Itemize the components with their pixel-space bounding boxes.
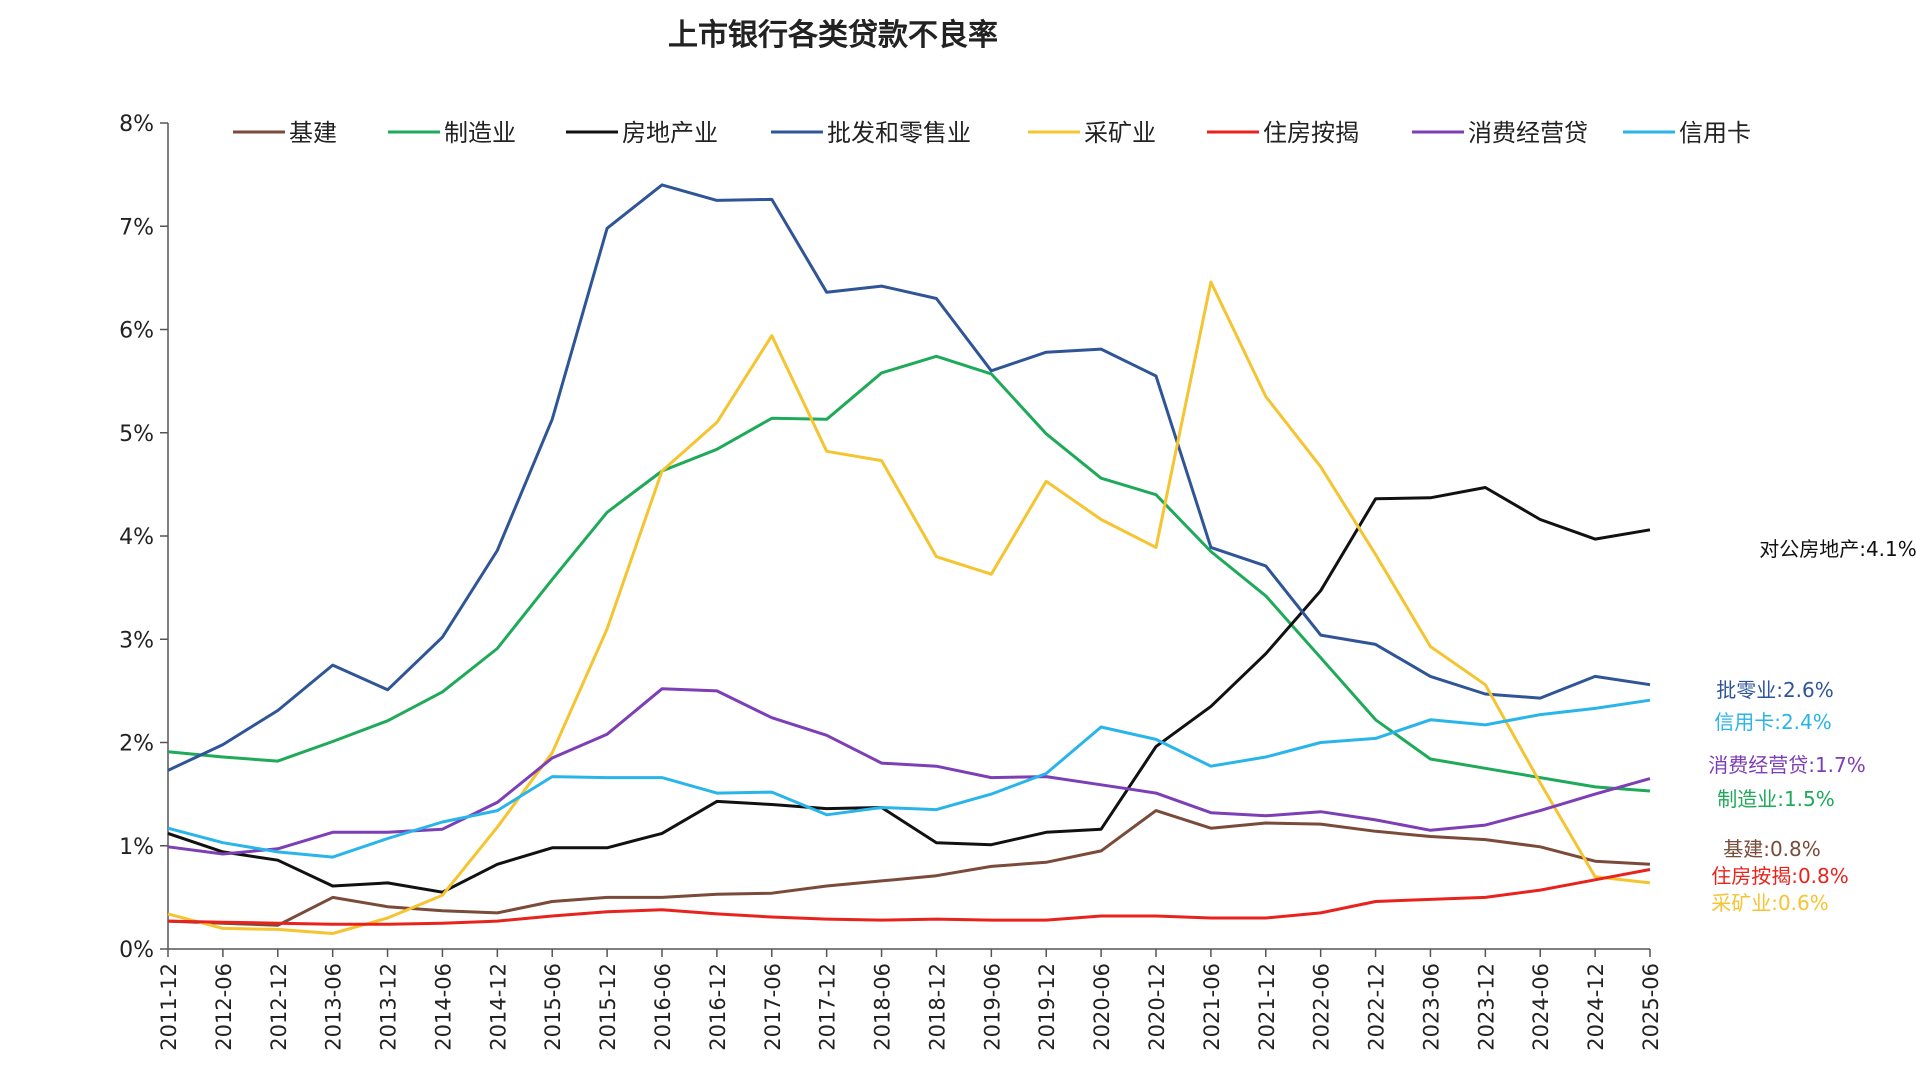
x-tick-label: 2017-06 [761,963,785,1051]
x-tick-label: 2021-06 [1200,963,1224,1051]
x-tick-label: 2015-12 [596,963,620,1051]
legend-item: 基建 [233,119,337,147]
legend-label: 批发和零售业 [827,119,971,147]
series-line [167,354,1651,793]
legend-item: 房地产业 [566,119,718,147]
x-tick-label: 2017-12 [816,963,840,1051]
x-tick-label: 2019-12 [1035,963,1059,1051]
legend-label: 消费经营贷 [1468,119,1588,147]
legend-label: 基建 [289,119,337,147]
x-tick-label: 2018-06 [871,963,895,1051]
series-line [167,809,1651,927]
legend-item: 批发和零售业 [771,119,971,147]
chart-title: 上市银行各类贷款不良率 [668,18,998,53]
x-tick-label: 2020-12 [1145,963,1169,1051]
x-tick-label: 2023-06 [1419,963,1443,1051]
y-tick-label: 7% [119,215,154,240]
legend-label: 制造业 [444,119,516,147]
legend-label: 信用卡 [1679,119,1751,147]
series-layer [167,183,1651,935]
x-tick-label: 2024-12 [1584,963,1608,1051]
y-tick-label: 2% [119,732,154,757]
y-tick-label: 4% [119,525,154,550]
series-line [167,868,1651,926]
y-tick-label: 3% [119,628,154,653]
x-tick-label: 2024-06 [1529,963,1553,1051]
y-tick-label: 0% [119,938,154,963]
x-tick-label: 2011-12 [157,963,181,1051]
x-tick-label: 2013-06 [322,963,346,1051]
series-line [167,183,1651,772]
x-tick-label: 2022-12 [1365,963,1389,1051]
legend-label: 房地产业 [622,119,718,147]
legend-item: 制造业 [388,119,516,147]
x-tick-label: 2016-12 [706,963,730,1051]
x-tick-label: 2012-12 [267,963,291,1051]
series-end-label: 批零业:2.6% [1716,678,1834,702]
legend-item: 消费经营贷 [1412,119,1588,147]
y-tick-label: 1% [119,835,154,860]
series-end-label: 采矿业:0.6% [1711,891,1829,915]
x-tick-label: 2019-06 [980,963,1004,1051]
series-line [167,486,1651,894]
legend-label: 住房按揭 [1263,119,1359,147]
legend-label: 采矿业 [1084,119,1156,147]
series-line [167,698,1651,859]
legend-item: 住房按揭 [1207,119,1359,147]
x-tick-label: 2016-06 [651,963,675,1051]
legend-item: 采矿业 [1028,119,1156,147]
series-end-label: 住房按揭:0.8% [1711,864,1849,888]
series-end-label: 消费经营贷:1.7% [1708,753,1866,777]
x-tick-label: 2014-12 [486,963,510,1051]
axes: 0% 1% 2% 3% 4% 5% 6% 7% 8% 2011-12 2012-06 2012-12 2… [119,112,1663,1051]
legend: 基建 制造业 房地产业 批发和零售业 采矿业 住房按揭 消费经营贷 信用卡 [233,119,1751,147]
series-end-label: 对公房地产:4.1% [1759,537,1916,561]
x-tick-label: 2025-06 [1639,963,1663,1051]
series-end-label: 制造业:1.5% [1717,787,1835,811]
y-tick-label: 8% [119,112,154,137]
y-tick-label: 6% [119,319,154,344]
x-tick-label: 2013-12 [377,963,401,1051]
y-tick-label: 5% [119,422,154,447]
x-tick-label: 2018-12 [925,963,949,1051]
legend-item: 信用卡 [1623,119,1751,147]
series-end-label: 基建:0.8% [1723,837,1821,861]
end-labels: 基建:0.8% 制造业:1.5% 对公房地产:4.1% 批零业:2.6% 采矿业:0.6… [1708,537,1916,915]
x-tick-label: 2021-12 [1255,963,1279,1051]
series-line [167,280,1651,935]
series-line [167,687,1651,856]
x-tick-label: 2020-06 [1090,963,1114,1051]
x-tick-label: 2023-12 [1474,963,1498,1051]
x-tick-label: 2012-06 [212,963,236,1051]
series-end-label: 信用卡:2.4% [1714,710,1832,734]
x-tick-label: 2022-06 [1310,963,1334,1051]
x-tick-label: 2014-06 [431,963,455,1051]
x-tick-label: 2015-06 [541,963,565,1051]
